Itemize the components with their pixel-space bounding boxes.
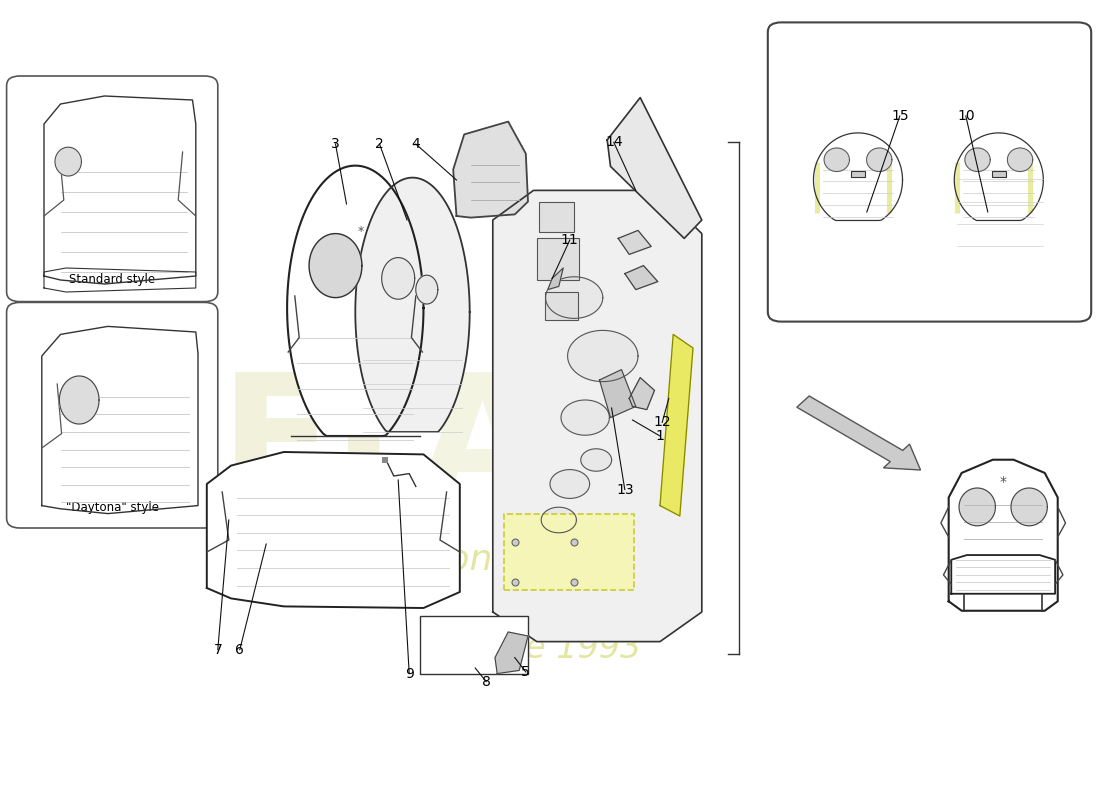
Polygon shape xyxy=(207,452,460,608)
Text: 12: 12 xyxy=(653,415,671,430)
Bar xyxy=(544,292,578,320)
Polygon shape xyxy=(959,488,996,526)
Bar xyxy=(539,202,574,232)
Text: 2: 2 xyxy=(375,137,384,151)
Polygon shape xyxy=(550,470,590,498)
Polygon shape xyxy=(600,370,636,418)
Bar xyxy=(420,616,528,674)
Polygon shape xyxy=(287,166,424,436)
Polygon shape xyxy=(548,268,563,290)
Text: 7: 7 xyxy=(213,642,222,657)
Text: *: * xyxy=(1000,475,1006,490)
Polygon shape xyxy=(453,122,528,218)
Polygon shape xyxy=(660,334,693,516)
Polygon shape xyxy=(568,330,638,382)
Text: since 1993: since 1993 xyxy=(459,631,641,665)
Text: "Daytona" style: "Daytona" style xyxy=(66,501,158,514)
Polygon shape xyxy=(965,148,990,171)
Text: 6: 6 xyxy=(235,642,244,657)
Polygon shape xyxy=(955,133,1043,221)
Text: 8: 8 xyxy=(482,674,491,689)
Text: 3: 3 xyxy=(331,137,340,151)
Text: 5: 5 xyxy=(521,665,530,679)
Polygon shape xyxy=(607,98,702,238)
FancyArrow shape xyxy=(796,396,921,470)
Polygon shape xyxy=(1008,148,1033,171)
Polygon shape xyxy=(948,460,1058,610)
Polygon shape xyxy=(581,449,612,471)
Text: 1: 1 xyxy=(656,429,664,443)
Polygon shape xyxy=(561,400,609,435)
Polygon shape xyxy=(824,148,849,171)
Polygon shape xyxy=(1011,488,1047,526)
Polygon shape xyxy=(493,190,702,642)
Text: 13: 13 xyxy=(616,482,634,497)
Polygon shape xyxy=(625,266,658,290)
Polygon shape xyxy=(629,378,654,410)
Polygon shape xyxy=(55,147,81,176)
Polygon shape xyxy=(382,258,415,299)
Polygon shape xyxy=(309,234,362,298)
Text: AG: AG xyxy=(417,366,683,530)
Text: 15: 15 xyxy=(891,109,909,123)
Text: Standard style: Standard style xyxy=(69,274,155,286)
Text: EL: EL xyxy=(220,366,440,530)
Polygon shape xyxy=(44,268,196,292)
Text: 10: 10 xyxy=(957,109,975,123)
Polygon shape xyxy=(59,376,99,424)
Text: 11: 11 xyxy=(561,233,579,247)
Bar xyxy=(992,171,1005,177)
Bar xyxy=(504,514,634,590)
Polygon shape xyxy=(44,96,196,284)
Text: 9: 9 xyxy=(405,666,414,681)
Polygon shape xyxy=(541,507,576,533)
Polygon shape xyxy=(416,275,438,304)
Text: a passion: a passion xyxy=(321,543,493,577)
Polygon shape xyxy=(495,632,528,674)
Text: *: * xyxy=(358,226,364,238)
Polygon shape xyxy=(42,326,198,514)
Text: 4: 4 xyxy=(411,137,420,151)
Polygon shape xyxy=(618,230,651,254)
Polygon shape xyxy=(952,555,1055,594)
Polygon shape xyxy=(355,178,470,432)
Polygon shape xyxy=(546,277,603,318)
Polygon shape xyxy=(867,148,892,171)
Bar xyxy=(851,171,865,177)
Bar xyxy=(537,238,579,280)
Polygon shape xyxy=(814,133,902,221)
Text: 14: 14 xyxy=(605,135,623,150)
